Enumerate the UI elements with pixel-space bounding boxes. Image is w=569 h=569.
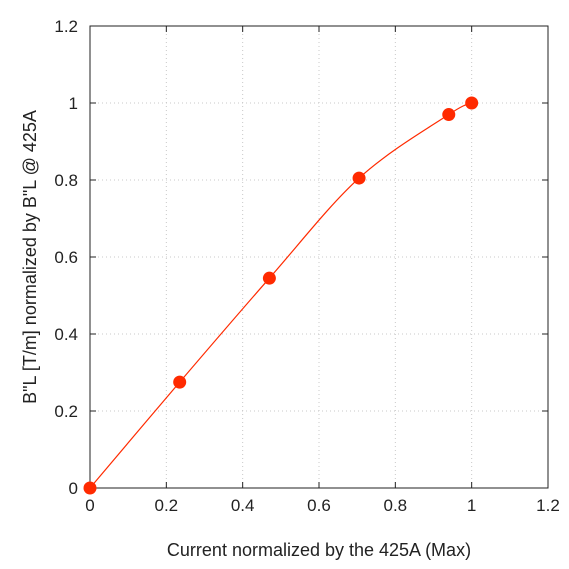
x-tick-label: 1 bbox=[467, 496, 476, 515]
y-tick-label: 0.8 bbox=[54, 171, 78, 190]
data-point bbox=[465, 96, 479, 110]
data-point bbox=[262, 271, 276, 285]
x-tick-label: 0.8 bbox=[384, 496, 408, 515]
y-tick-label: 0.6 bbox=[54, 248, 78, 267]
x-tick-label: 0.4 bbox=[231, 496, 255, 515]
y-tick-label: 0 bbox=[69, 479, 78, 498]
ticks: 0 0.2 0.4 0.6 0.8 1 1.2 0 0.2 0.4 0.6 0.8 1 1.2 bbox=[54, 17, 559, 515]
data-point bbox=[352, 171, 366, 185]
data-point bbox=[173, 375, 187, 389]
x-tick-label: 1.2 bbox=[536, 496, 560, 515]
x-axis-title: Current normalized by the 425A (Max) bbox=[167, 540, 471, 560]
grid bbox=[90, 26, 548, 488]
series-line bbox=[89, 102, 472, 489]
x-tick-label: 0 bbox=[85, 496, 94, 515]
data-point bbox=[83, 481, 97, 495]
x-tick-label: 0.6 bbox=[307, 496, 331, 515]
y-tick-label: 1 bbox=[69, 94, 78, 113]
y-axis-title: B"L [T/m] normalized by B"L @ 425A bbox=[20, 110, 40, 404]
y-tick-label: 0.2 bbox=[54, 402, 78, 421]
series bbox=[83, 96, 479, 495]
x-tick-label: 0.2 bbox=[155, 496, 179, 515]
y-tick-label: 1.2 bbox=[54, 17, 78, 36]
y-tick-label: 0.4 bbox=[54, 325, 78, 344]
data-point bbox=[442, 108, 456, 122]
